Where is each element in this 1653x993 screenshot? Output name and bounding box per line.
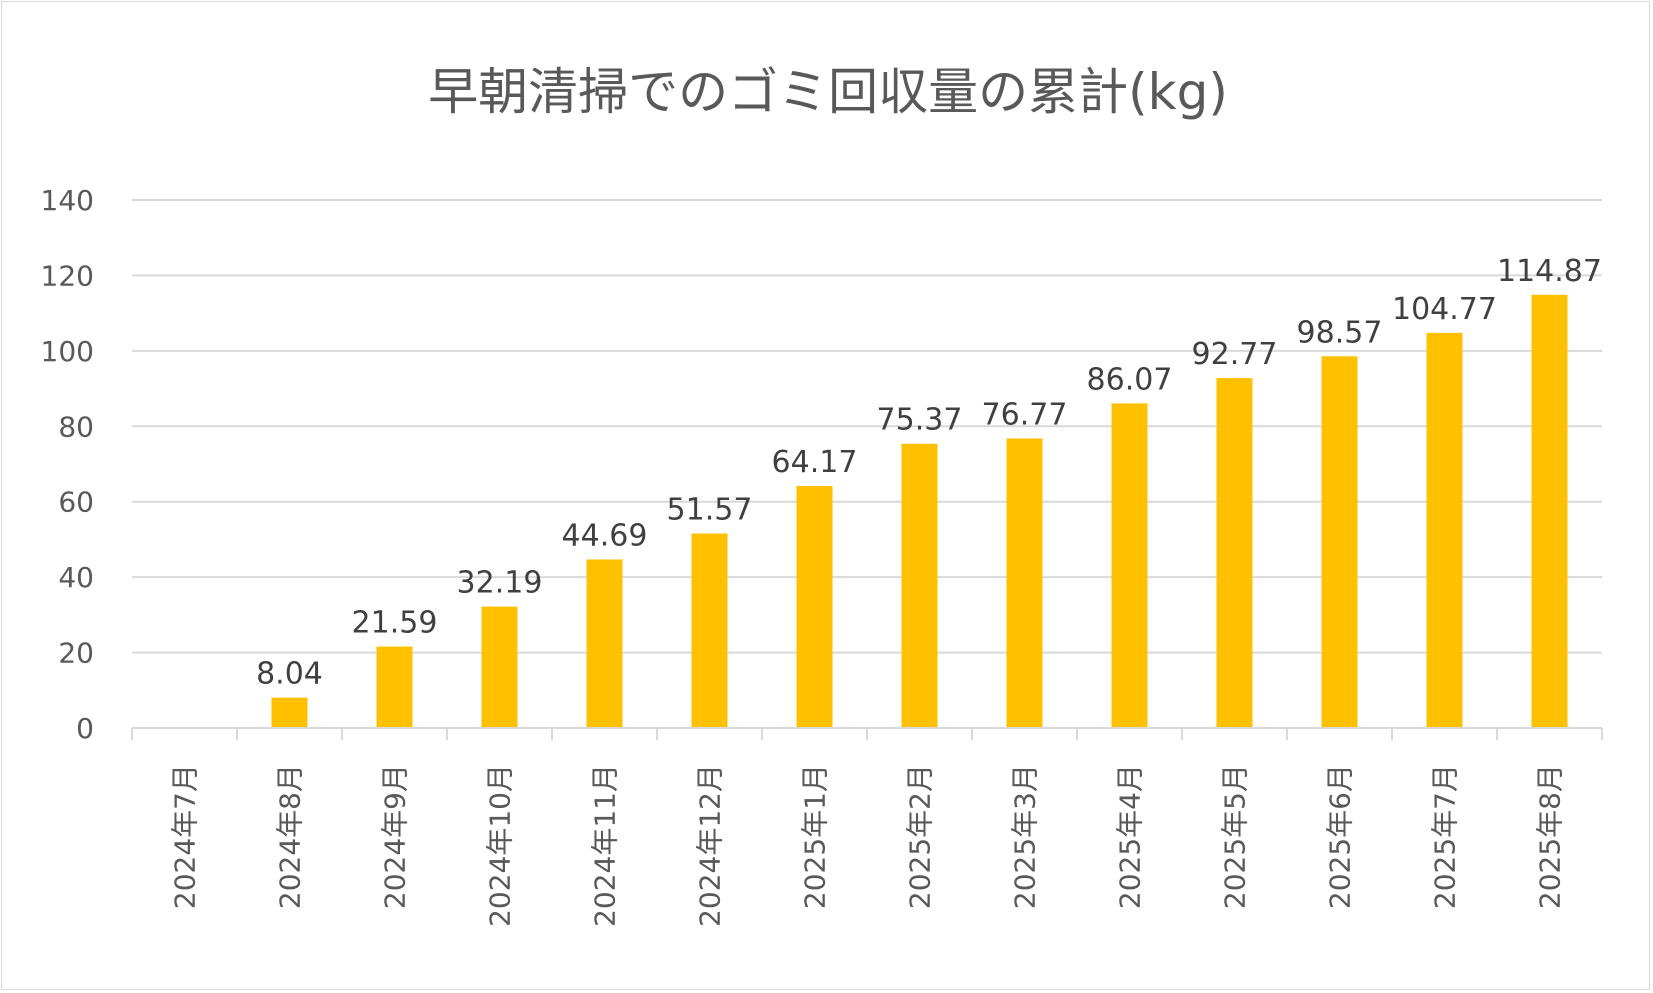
x-category-label: 2024年10月 [484,764,517,927]
bar [691,533,728,728]
x-category-label: 2025年4月 [1114,764,1147,909]
x-category-label: 2024年9月 [379,764,412,909]
data-label: 75.37 [877,403,963,438]
y-axis-tick-labels: 0 20 40 60 80 100 120 140 [41,184,94,745]
x-category-label: 2024年11月 [589,764,622,927]
data-label: 114.87 [1497,254,1602,289]
data-label: 76.77 [982,397,1068,432]
y-tick-label: 120 [41,259,94,292]
bar [376,646,413,728]
bar [796,485,833,728]
bar [1531,294,1568,728]
x-category-label: 2025年8月 [1534,764,1567,909]
data-label: 98.57 [1297,315,1383,350]
y-tick-label: 40 [58,561,94,594]
x-category-label: 2025年1月 [799,764,832,909]
gridlines [132,199,1602,654]
bar [1216,378,1253,728]
y-tick-label: 80 [58,410,94,443]
y-tick-label: 140 [41,184,94,217]
y-tick-label: 60 [58,486,94,519]
x-axis [131,727,1603,740]
x-category-label: 2025年5月 [1219,764,1252,909]
bar [271,697,308,728]
data-label: 44.69 [562,518,648,553]
data-label: 86.07 [1087,362,1173,397]
x-axis-category-labels: 2024年7月 2024年8月 2024年9月 2024年10月 2024年11月 202… [169,764,1567,927]
x-category-label: 2024年8月 [274,764,307,909]
bars [271,294,1568,728]
x-category-label: 2025年3月 [1009,764,1042,909]
x-category-label: 2025年7月 [1429,764,1462,909]
data-label: 21.59 [352,606,438,641]
data-label: 32.19 [457,566,543,601]
data-label: 64.17 [772,445,858,480]
chart-title: 早朝清掃でのゴミ回収量の累計(kg) [428,63,1228,121]
x-category-label: 2025年6月 [1324,764,1357,909]
bar [1426,332,1463,728]
x-category-label: 2025年2月 [904,764,937,909]
data-label: 8.04 [256,657,323,692]
x-category-label: 2024年12月 [694,764,727,927]
y-tick-label: 0 [76,712,94,745]
data-label: 104.77 [1392,292,1497,327]
y-tick-label: 100 [41,335,94,368]
y-tick-label: 20 [58,637,94,670]
bar [1111,403,1148,728]
bar [901,443,938,728]
x-category-label: 2024年7月 [169,764,202,909]
bar [586,559,623,728]
data-label: 51.57 [667,493,753,528]
bar [481,606,518,728]
bar [1321,356,1358,728]
bar [1006,438,1043,728]
data-label: 92.77 [1192,337,1278,372]
data-labels: 8.04 21.59 32.19 44.69 51.57 64.17 75.37 76.77 8… [256,254,1602,692]
